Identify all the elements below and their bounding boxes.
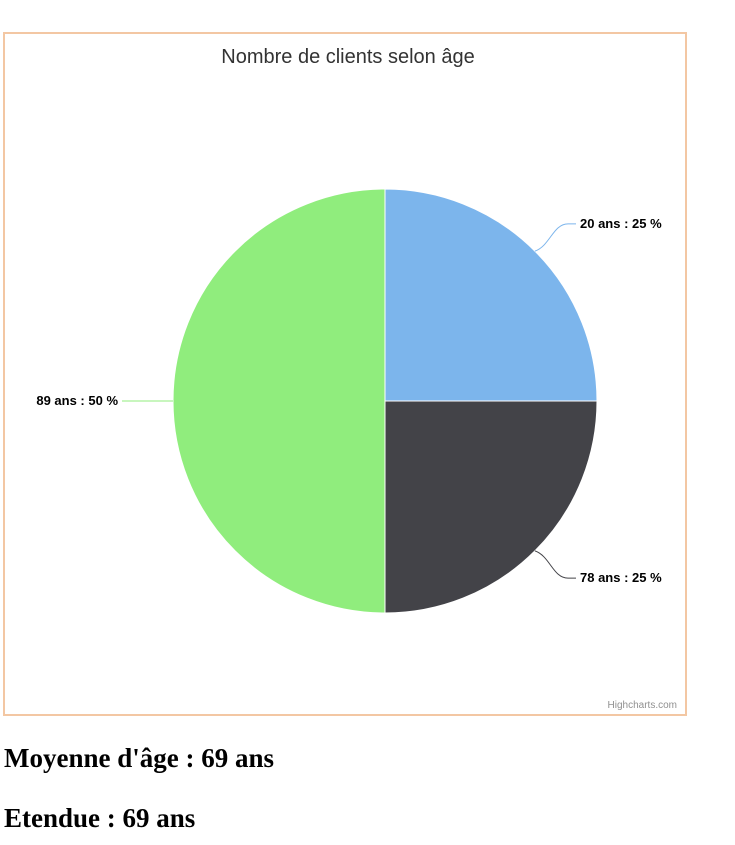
data-label: 20 ans : 25 %	[580, 216, 662, 231]
pie-slices	[172, 188, 598, 614]
mean-age-heading: Moyenne d'âge : 69 ans	[4, 743, 274, 773]
data-label: 89 ans : 50 %	[36, 393, 118, 408]
chart-container: Nombre de clients selon âge 20 ans : 25 …	[3, 32, 687, 716]
pie-slice-78-ans[interactable]	[384, 400, 598, 614]
data-labels: 20 ans : 25 % 78 ans : 25 % 89 ans : 50 %	[36, 216, 662, 585]
credits-link[interactable]: Highcharts.com	[608, 700, 677, 711]
label-connectors	[122, 223, 576, 579]
label-connector	[534, 223, 576, 252]
pie-slice-20-ans[interactable]	[384, 188, 598, 402]
label-connector	[534, 550, 576, 579]
data-label: 78 ans : 25 %	[580, 570, 662, 585]
pie-chart: Nombre de clients selon âge 20 ans : 25 …	[36, 46, 677, 711]
chart-title: Nombre de clients selon âge	[221, 46, 474, 68]
age-range-heading: Etendue : 69 ans	[4, 803, 196, 833]
pie-slice-89-ans[interactable]	[172, 188, 386, 614]
